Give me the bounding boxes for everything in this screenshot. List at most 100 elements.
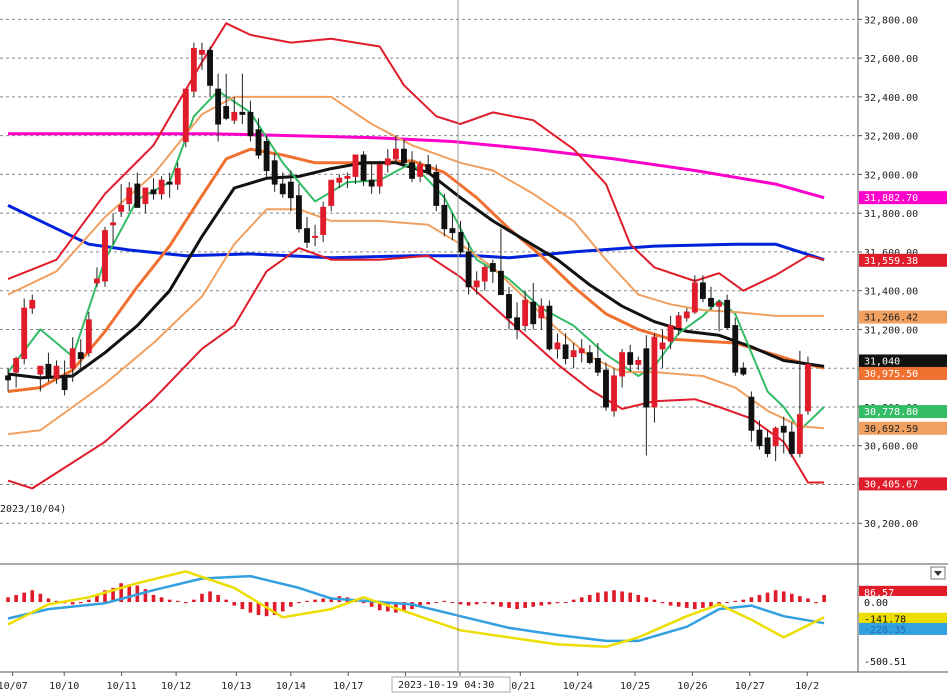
candle-body — [150, 189, 157, 195]
macd-histogram-bar — [78, 602, 83, 604]
candle-body — [538, 305, 545, 319]
candle-body — [732, 325, 739, 373]
macd-histogram-bar — [491, 602, 495, 605]
macd-histogram-bar — [426, 602, 431, 605]
candle-body — [392, 148, 399, 160]
macd-histogram-bar — [127, 584, 132, 603]
macd-tag-label: 86.57 — [864, 588, 894, 599]
candle-body — [118, 204, 125, 212]
candle-body — [417, 164, 424, 177]
candle-body — [21, 307, 28, 360]
macd-histogram-bar — [402, 602, 406, 612]
macd-histogram-bar — [442, 600, 447, 603]
y-tick-label: 32,800.00 — [864, 15, 918, 26]
candle-body — [586, 352, 593, 363]
candle-body — [215, 88, 222, 125]
candle-body — [102, 230, 108, 282]
price-tag-label: 31,882.70 — [864, 193, 918, 204]
y-tick-label: 32,200.00 — [864, 132, 918, 143]
candle-body — [77, 352, 84, 360]
macd-histogram-bar — [418, 602, 422, 607]
macd-histogram-bar — [200, 593, 204, 603]
candle-body — [481, 266, 488, 282]
macd-histogram-bar — [620, 591, 624, 603]
macd-histogram-bar — [289, 602, 293, 607]
candle-body — [708, 297, 714, 307]
candle-body — [85, 319, 92, 354]
macd-histogram-bar — [733, 600, 738, 603]
macd-histogram-bar — [14, 594, 18, 603]
candle-body — [13, 358, 20, 373]
macd-histogram-bar — [668, 602, 673, 606]
candle-body — [223, 106, 230, 119]
candle-body — [441, 204, 448, 230]
pane-collapse-toggle[interactable] — [930, 566, 946, 580]
macd-histogram-bar — [547, 602, 552, 605]
macd-histogram-bar — [579, 597, 584, 603]
macd-histogram-bar — [305, 600, 309, 603]
candle-body — [239, 111, 246, 115]
candle-body — [384, 158, 391, 166]
price-tag — [859, 477, 947, 491]
candle-body — [174, 168, 181, 185]
x-tick-label: 10/14 — [276, 681, 306, 692]
macd-histogram-bar — [224, 599, 229, 603]
candle-body — [182, 88, 189, 142]
macd-histogram-bar — [313, 599, 317, 603]
x-tick-label: 10/25 — [620, 681, 650, 692]
y-tick-label: 32,400.00 — [864, 93, 918, 104]
y-tick-label: 31,400.00 — [864, 287, 918, 298]
macd-histogram-bar — [781, 591, 786, 603]
candle-body — [336, 177, 343, 183]
macd-histogram-bar — [555, 602, 560, 604]
macd-histogram-bar — [280, 602, 285, 612]
macd-histogram-bar — [725, 602, 729, 604]
line-bb-outer-lower — [7, 247, 825, 490]
macd-histogram-bar — [709, 602, 713, 607]
price-tag-label: 30,975.50 — [864, 369, 918, 380]
macd-histogram-bar — [458, 602, 463, 605]
candle-body — [425, 164, 432, 173]
candle-body — [514, 317, 521, 330]
macd-histogram-bar — [103, 590, 107, 603]
candle-body — [263, 140, 270, 172]
macd-histogram-bar — [6, 597, 10, 603]
candle-body — [287, 181, 294, 199]
macd-tag-label: 0.00 — [864, 598, 888, 609]
macd-histogram-bar — [757, 594, 762, 603]
candle-body — [635, 359, 642, 365]
price-tags-layer: 31,882.70 31,559.38 31,266.42 31,040 30,975.… — [859, 191, 947, 668]
macd-histogram-bar — [466, 602, 471, 606]
crosshair-time-label: 2023-10-19 04:30 — [398, 680, 494, 691]
candle-body — [522, 299, 529, 327]
macd-histogram-bar — [741, 599, 746, 603]
macd-histogram-bar — [612, 590, 616, 603]
y-tick-label: 31,600.00 — [864, 248, 918, 259]
macd-line-signal — [7, 570, 825, 649]
price-tag — [859, 421, 947, 435]
y-tick-label: 32,000.00 — [864, 170, 918, 181]
x-tick-label: 10/21 — [505, 681, 535, 692]
macd-histogram-bar — [499, 602, 503, 607]
macd-histogram-bar — [822, 594, 826, 603]
candle-body — [449, 228, 456, 234]
candle-body — [683, 311, 690, 319]
candle-body — [409, 162, 415, 179]
macd-histogram-bar — [749, 597, 754, 603]
candle-body — [554, 342, 561, 350]
macd-histogram-bar — [38, 593, 43, 603]
x-tick-label: 10/12 — [161, 681, 191, 692]
period-footnote: 2023/10/04) — [0, 504, 66, 515]
macd-histogram-bar — [693, 602, 697, 610]
macd-histogram-bar — [660, 602, 665, 604]
candle-body — [61, 375, 68, 391]
x-tick-label: 10/24 — [563, 681, 593, 692]
candle-body — [772, 427, 779, 447]
candle-body — [158, 179, 165, 195]
candle-body — [489, 263, 496, 272]
macd-histogram-bar — [604, 591, 608, 603]
candle-body — [659, 342, 666, 350]
